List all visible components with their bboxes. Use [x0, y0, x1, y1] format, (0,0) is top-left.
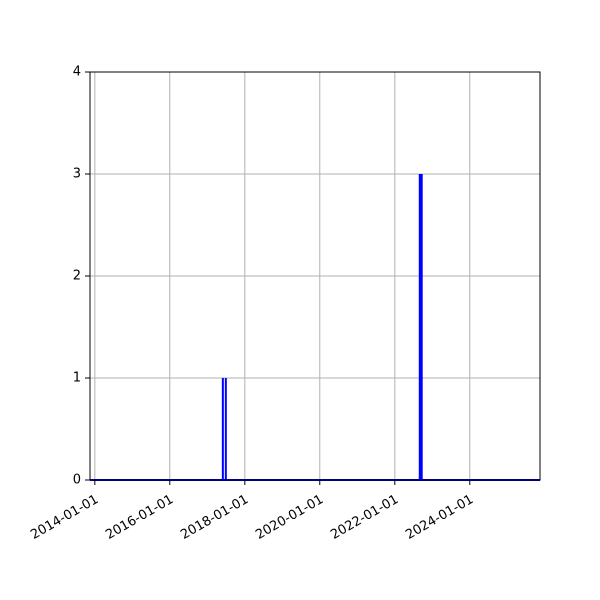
y-tick-label: 1: [73, 371, 81, 386]
y-tick-label: 3: [73, 167, 81, 182]
y-tick-label: 2: [73, 269, 81, 284]
y-tick-label: 4: [73, 65, 81, 80]
y-tick-label: 0: [73, 473, 81, 488]
y-axis-ticks: 0 1 2 3 4: [73, 65, 90, 488]
